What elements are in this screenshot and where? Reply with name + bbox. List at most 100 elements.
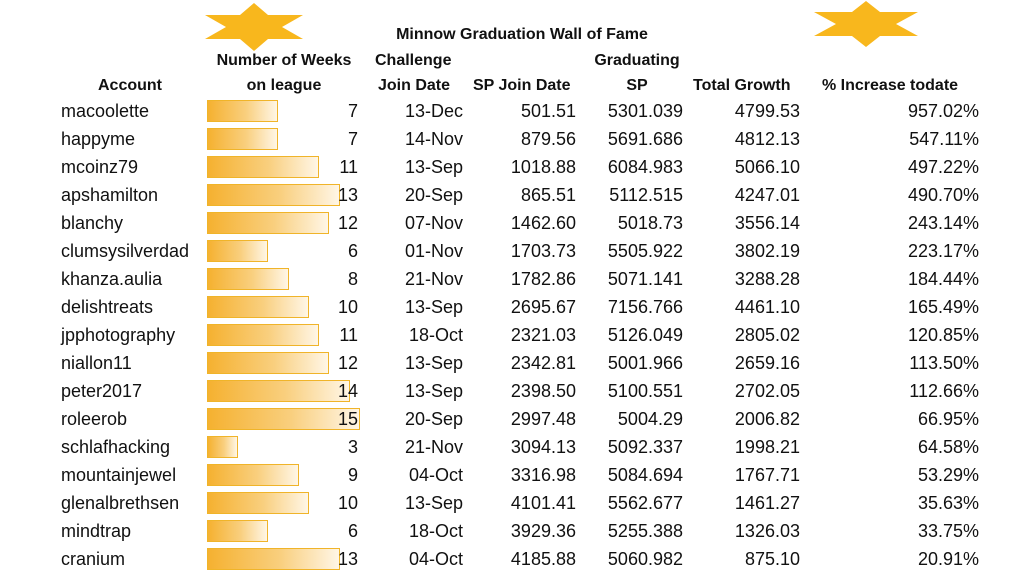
account-cell: delishtreats (61, 297, 154, 317)
graduating-sp-cell: 5301.039 (607, 101, 683, 121)
weeks-cell: 11 (339, 325, 358, 345)
graduating-sp-cell: 5691.686 (607, 129, 683, 149)
star-icon-right (814, 1, 918, 47)
percent-increase-cell: 64.58% (917, 437, 979, 457)
header-percent-increase: % Increase todate (822, 77, 959, 94)
percent-increase-cell: 35.63% (917, 493, 979, 513)
sp-join-date-cell: 2695.67 (510, 297, 576, 317)
weeks-cell: 14 (337, 381, 358, 401)
header-challenge-line2: Join Date (378, 77, 451, 94)
sp-join-date-cell: 1782.86 (510, 269, 576, 289)
challenge-join-date-cell: 20-Sep (404, 409, 463, 429)
graduating-sp-cell: 5112.515 (609, 185, 683, 205)
table-row: roleerob 15 20-Sep 2997.48 5004.29 2006.82 66.… (0, 405, 1030, 433)
total-growth-cell: 2006.82 (734, 409, 800, 429)
account-cell: roleerob (61, 409, 128, 429)
weeks-data-bar (207, 100, 278, 122)
account-cell: schlafhacking (61, 437, 171, 457)
total-growth-cell: 4247.01 (734, 185, 800, 205)
weeks-cell: 13 (337, 185, 358, 205)
graduating-sp-cell: 5084.694 (607, 465, 683, 485)
graduating-sp-cell: 5001.966 (607, 353, 683, 373)
sp-join-date-cell: 2321.03 (510, 325, 576, 345)
total-growth-cell: 1326.03 (734, 521, 800, 541)
table-row: khanza.aulia 8 21-Nov 1782.86 5071.141 3288.2… (0, 265, 1030, 293)
header-weeks-line2: on league (246, 77, 322, 94)
header-sp-join-date: SP Join Date (473, 77, 571, 94)
star-shape (205, 3, 303, 51)
percent-increase-cell: 497.22% (907, 157, 979, 177)
percent-increase-cell: 243.14% (907, 213, 979, 233)
challenge-join-date-cell: 13-Sep (404, 353, 463, 373)
weeks-data-bar (207, 492, 309, 514)
account-cell: glenalbrethsen (61, 493, 180, 513)
total-growth-cell: 1998.21 (734, 437, 800, 457)
total-growth-cell: 2659.16 (734, 353, 800, 373)
sp-join-date-cell: 2342.81 (510, 353, 576, 373)
table-row: schlafhacking 3 21-Nov 3094.13 5092.337 1998.… (0, 433, 1030, 461)
challenge-join-date-cell: 18-Oct (408, 521, 463, 541)
challenge-join-date-cell: 21-Nov (404, 269, 463, 289)
weeks-data-bar (207, 520, 268, 542)
table-row: mindtrap 6 18-Oct 3929.36 5255.388 1326.03 33.… (0, 517, 1030, 545)
weeks-data-bar (207, 464, 299, 486)
weeks-data-bar (207, 548, 340, 570)
percent-increase-cell: 165.49% (907, 297, 979, 317)
challenge-join-date-cell: 04-Oct (408, 549, 463, 569)
total-growth-cell: 2702.05 (734, 381, 800, 401)
total-growth-cell: 2805.02 (734, 325, 800, 345)
table-row: apshamilton 13 20-Sep 865.51 5112.515 4247.01… (0, 181, 1030, 209)
weeks-data-bar (207, 156, 319, 178)
header-weeks-line1: Number of Weeks (216, 52, 352, 69)
challenge-join-date-cell: 13-Sep (404, 297, 463, 317)
table-row: mcoinz79 11 13-Sep 1018.88 6084.983 5066.10 49… (0, 153, 1030, 181)
weeks-cell: 6 (347, 521, 358, 541)
total-growth-cell: 4461.10 (734, 297, 800, 317)
challenge-join-date-cell: 04-Oct (408, 465, 463, 485)
sp-join-date-cell: 1703.73 (510, 241, 576, 261)
account-cell: jpphotography (61, 325, 176, 345)
table-row: mountainjewel 9 04-Oct 3316.98 5084.694 1767.… (0, 461, 1030, 489)
graduating-sp-cell: 5255.388 (607, 521, 683, 541)
table-row: clumsysilverdad 6 01-Nov 1703.73 5505.922 380… (0, 237, 1030, 265)
header-graduating-line2: SP (626, 77, 648, 94)
weeks-cell: 8 (347, 269, 358, 289)
percent-increase-cell: 120.85% (907, 325, 979, 345)
account-cell: happyme (61, 129, 136, 149)
weeks-cell: 9 (347, 465, 358, 485)
table-row: jpphotography 11 18-Oct 2321.03 5126.049 2805… (0, 321, 1030, 349)
sp-join-date-cell: 3094.13 (510, 437, 576, 457)
weeks-data-bar (207, 380, 350, 402)
account-cell: niallon11 (61, 353, 132, 373)
weeks-cell: 7 (347, 101, 358, 121)
graduating-sp-cell: 5126.049 (607, 325, 683, 345)
account-cell: mountainjewel (61, 465, 177, 485)
sp-join-date-cell: 501.51 (520, 101, 576, 121)
percent-increase-cell: 184.44% (907, 269, 979, 289)
total-growth-cell: 4812.13 (734, 129, 800, 149)
sp-join-date-cell: 3929.36 (510, 521, 576, 541)
account-cell: mindtrap (61, 521, 132, 541)
account-cell: mcoinz79 (61, 157, 139, 177)
header-total-growth: Total Growth (693, 77, 791, 94)
challenge-join-date-cell: 18-Oct (408, 325, 463, 345)
percent-increase-cell: 490.70% (907, 185, 979, 205)
account-cell: khanza.aulia (61, 269, 163, 289)
graduating-sp-cell: 5505.922 (607, 241, 683, 261)
weeks-cell: 7 (347, 129, 358, 149)
table-row: happyme 7 14-Nov 879.56 5691.686 4812.13 547.1… (0, 125, 1030, 153)
page-title: Minnow Graduation Wall of Fame (396, 26, 648, 43)
weeks-cell: 10 (337, 297, 358, 317)
table-row: cranium 13 04-Oct 4185.88 5060.982 875.10 20.9… (0, 545, 1030, 573)
percent-increase-cell: 20.91% (917, 549, 979, 569)
sp-join-date-cell: 865.51 (520, 185, 576, 205)
star-shape (814, 1, 918, 47)
table-row: niallon11 12 13-Sep 2342.81 5001.966 2659.16 1… (0, 349, 1030, 377)
total-growth-cell: 3802.19 (734, 241, 800, 261)
weeks-cell: 10 (337, 493, 358, 513)
sp-join-date-cell: 1018.88 (510, 157, 576, 177)
percent-increase-cell: 112.66% (909, 381, 979, 401)
sp-join-date-cell: 2398.50 (510, 381, 576, 401)
header-challenge-line1: Challenge (375, 52, 452, 69)
weeks-data-bar (207, 324, 319, 346)
